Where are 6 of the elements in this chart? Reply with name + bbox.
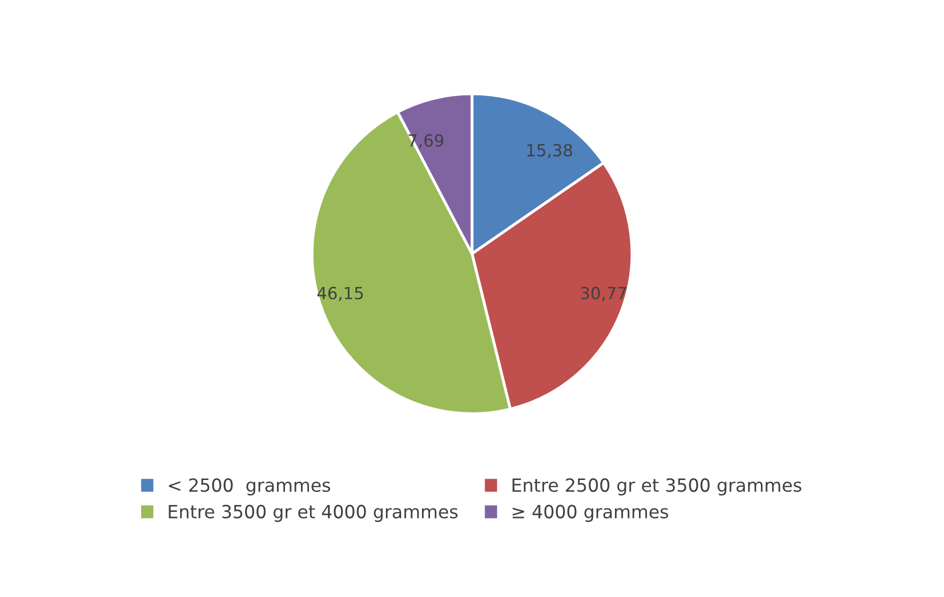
legend-label: Entre 3500 gr et 4000 grammes — [168, 504, 458, 522]
legend-label: Entre 2500 gr et 3500 grammes — [512, 478, 802, 496]
legend-label: ≥ 4000 grammes — [512, 504, 668, 522]
data-label: 30,77 — [580, 286, 626, 302]
legend-label: < 2500 grammes — [169, 478, 330, 496]
data-label: 15,38 — [527, 144, 572, 158]
